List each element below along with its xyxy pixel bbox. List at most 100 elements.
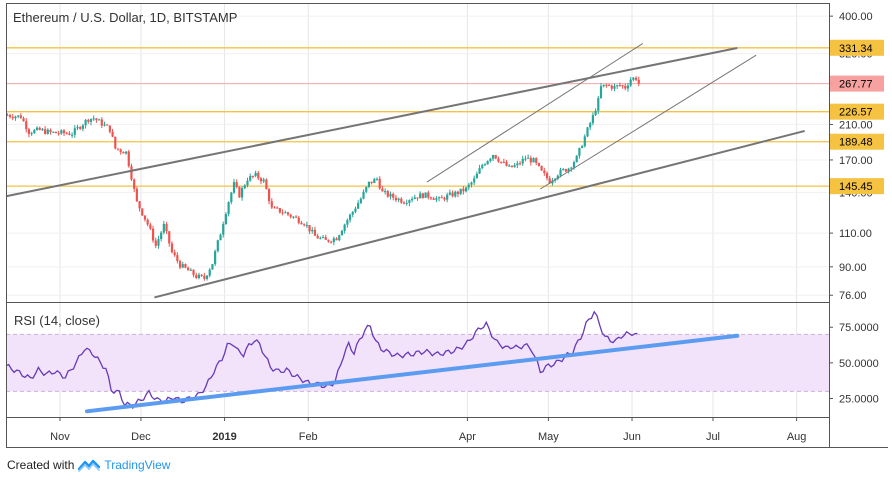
candle-body [591, 115, 594, 124]
level-label-box [830, 178, 884, 195]
candle-body [111, 131, 114, 137]
candle-body [629, 79, 632, 86]
candle-body [483, 164, 487, 166]
candle-body [168, 231, 171, 244]
candle-body [230, 192, 233, 203]
candle-body [208, 269, 211, 276]
candle-body [308, 224, 311, 232]
candle-body [489, 158, 492, 161]
level-label: 189.48 [839, 137, 873, 149]
candle-body [41, 129, 44, 131]
candle-body [616, 85, 619, 87]
candle-body [106, 124, 109, 126]
candle-body [443, 197, 446, 200]
candle-body [294, 216, 298, 218]
level-label: 226.57 [839, 107, 873, 119]
candle-body [340, 230, 344, 236]
candle-body [543, 170, 546, 174]
candle-body [381, 188, 384, 192]
candle-body [494, 155, 497, 159]
candle-body [354, 208, 357, 212]
candle-body [637, 79, 640, 84]
candle-body [367, 181, 371, 187]
candle-body [597, 98, 600, 111]
candle-body [57, 133, 60, 135]
candle-body [44, 129, 47, 134]
candle-body [548, 178, 551, 184]
candle-body [408, 200, 411, 203]
candle-body [286, 212, 290, 215]
time-tick-apr: Apr [459, 431, 476, 443]
candle-body [343, 224, 346, 231]
candle-body [529, 157, 532, 163]
candle-body [289, 214, 292, 217]
candle-body [321, 237, 325, 239]
candle-body [316, 235, 319, 239]
rsi-pane: 75.0000 50.0000 25.0000 RSI (14, close) [5, 310, 879, 414]
price-tick: 76.00 [839, 290, 867, 302]
footer-created-with: Created with [7, 458, 75, 472]
candle-body [402, 202, 406, 204]
channel-upper-line [5, 46, 738, 198]
candle-body [257, 172, 260, 179]
price-pane: 400.00320.00267.77210.00170.00140.00110.… [5, 10, 884, 302]
candle-body [562, 169, 565, 171]
candle-body [227, 202, 230, 214]
candle-body [103, 124, 106, 126]
candle-body [518, 163, 522, 165]
candle-body [157, 239, 160, 246]
candle-body [508, 165, 511, 167]
candle-body [278, 208, 281, 213]
candle-body [135, 188, 138, 202]
candle-body [362, 191, 365, 199]
candle-body [311, 229, 314, 232]
candle-body [192, 269, 195, 276]
candle-body [324, 237, 327, 240]
candle-body [151, 228, 155, 241]
candle-body [11, 116, 14, 119]
candle-body [605, 84, 608, 86]
time-tick-dec: Dec [131, 431, 151, 443]
price-tick: 90.00 [839, 262, 867, 274]
price-tick: 400.00 [839, 11, 873, 23]
candle-body [265, 179, 268, 190]
candle-body [467, 184, 470, 188]
candle-body [513, 165, 516, 168]
time-tick-2019: 2019 [212, 431, 236, 443]
candle-body [378, 178, 381, 189]
candle-body [459, 188, 462, 195]
candle-body [521, 158, 524, 164]
candle-body [602, 84, 605, 87]
rsi-support-line [84, 333, 740, 414]
candle-body [578, 147, 581, 156]
candle-body [375, 178, 379, 180]
tradingview-logo-icon[interactable] [78, 458, 101, 472]
candle-body [527, 157, 530, 159]
candle-body [475, 173, 478, 179]
candle-body [556, 175, 559, 179]
candle-body [486, 160, 489, 165]
candle-body [79, 127, 82, 129]
candle-body [446, 194, 449, 200]
candle-body [17, 115, 20, 117]
level-label-box [830, 133, 884, 150]
candle-body [305, 224, 308, 226]
candle-body [405, 202, 408, 204]
rsi-title: RSI (14, close) [14, 313, 100, 328]
candle-body [224, 213, 228, 224]
candle-body [259, 178, 263, 182]
candle-body [332, 238, 335, 242]
candle-body [222, 223, 225, 235]
candle-body [411, 198, 414, 201]
candle-body [583, 136, 586, 147]
candle-body [205, 275, 209, 279]
candle-body [427, 192, 430, 198]
candle-body [451, 192, 454, 197]
candle-body [52, 131, 55, 133]
footer-brand-link[interactable]: TradingView [104, 458, 171, 472]
candle-body [392, 193, 395, 198]
candle-body [146, 219, 149, 225]
candle-body [510, 165, 514, 168]
candle-body [300, 222, 303, 225]
candle-body [116, 148, 120, 150]
